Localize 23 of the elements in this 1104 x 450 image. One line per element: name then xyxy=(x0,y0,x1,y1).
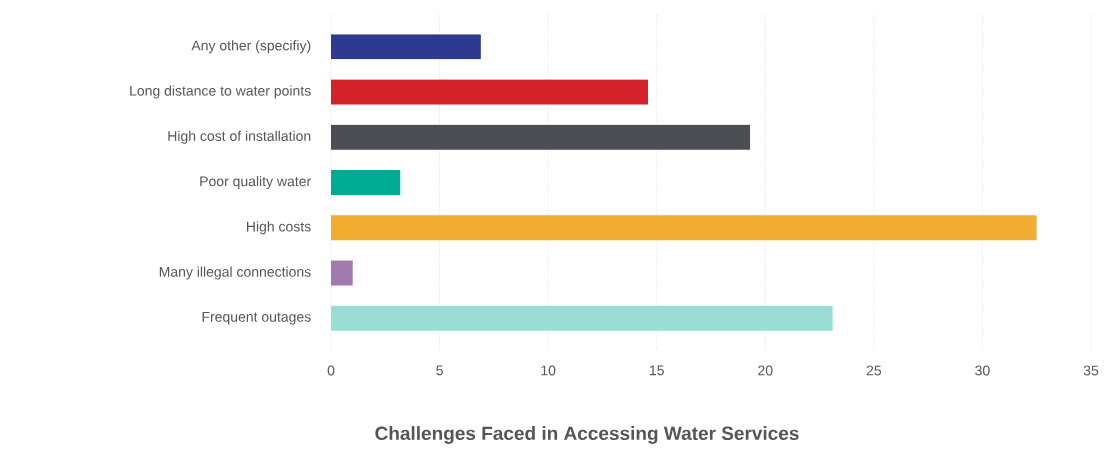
y-tick-label: High costs xyxy=(246,221,311,235)
y-tick-label: Any other (specifiy) xyxy=(191,40,311,54)
text: Challenges Faced in Accessing Water Services xyxy=(375,426,799,444)
y-tick-label: Many illegal connections xyxy=(159,266,311,280)
y-tick-label: Frequent outages xyxy=(202,312,311,325)
bar xyxy=(331,124,751,150)
y-tick-label: Long distance to water points xyxy=(130,85,311,99)
x-tick-label: 35 xyxy=(1083,365,1099,376)
x-tick-label: 0 xyxy=(327,365,335,376)
x-tick-label: 30 xyxy=(975,365,990,376)
bar xyxy=(331,260,353,286)
x-tick-label: 10 xyxy=(541,365,556,376)
bar xyxy=(331,170,401,195)
x-tick-label: 20 xyxy=(758,365,773,376)
bar xyxy=(331,305,833,331)
bar xyxy=(331,215,1037,241)
x-tick-label: 25 xyxy=(866,365,882,376)
y-tick-label: High cost of installation xyxy=(168,130,311,144)
bar xyxy=(331,79,649,105)
y-tick-label: Poor quality water xyxy=(200,175,311,190)
bar xyxy=(331,34,481,60)
x-tick-label: 15 xyxy=(649,365,664,376)
x-tick-label: 5 xyxy=(436,365,443,376)
